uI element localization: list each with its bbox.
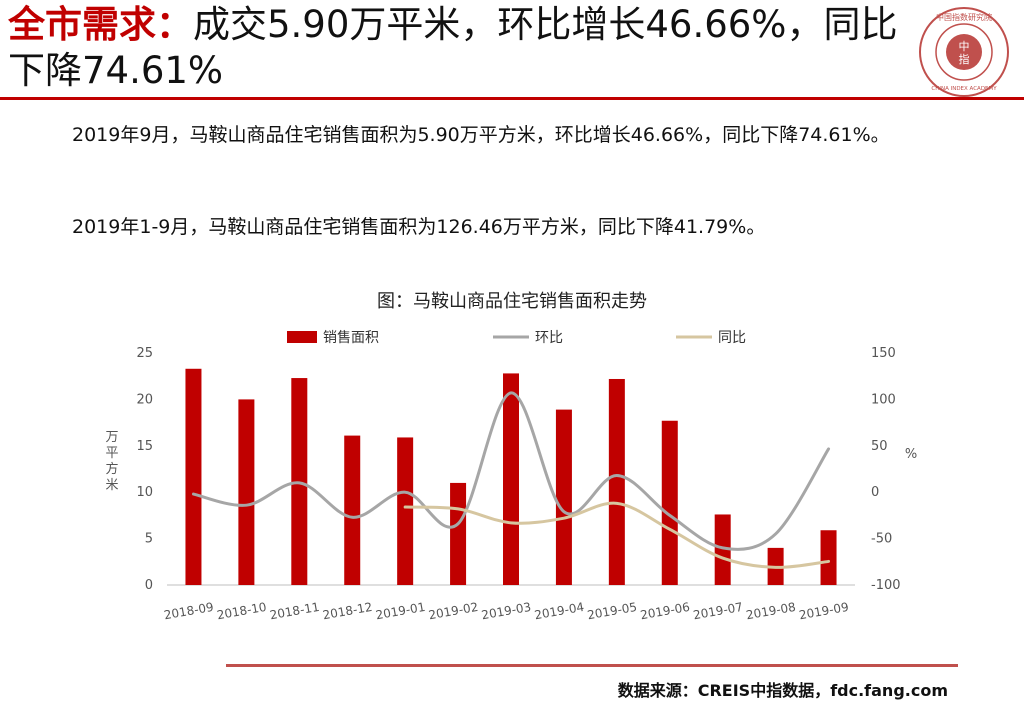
- x-tick-label: 2019-04: [533, 600, 585, 622]
- paragraph-ytd: 2019年1-9月，马鞍山商品住宅销售面积为126.46万平方米，同比下降41.…: [72, 216, 766, 238]
- x-tick-label: 2019-01: [375, 600, 427, 622]
- legend-label: 同比: [718, 330, 746, 346]
- left-tick-label: 20: [136, 392, 153, 407]
- bar: [608, 378, 625, 585]
- paragraph-monthly: 2019年9月，马鞍山商品住宅销售面积为5.90万平方米，环比增长46.66%，…: [72, 124, 890, 146]
- bar: [397, 437, 414, 585]
- left-axis-label-char: 米: [105, 478, 118, 493]
- right-tick-label: 50: [871, 439, 888, 454]
- right-tick-label: 0: [871, 485, 879, 500]
- bar: [503, 373, 519, 585]
- header-divider: [0, 97, 1024, 100]
- x-tick-label: 2019-07: [692, 600, 744, 622]
- right-tick-label: 150: [871, 346, 896, 361]
- right-axis-label: %: [905, 447, 917, 462]
- bar: [450, 482, 467, 585]
- x-tick-label: 2019-09: [798, 600, 850, 622]
- x-tick-label: 2019-02: [427, 600, 479, 622]
- logo-center-bottom: 指: [959, 52, 970, 66]
- left-axis-label-char: 方: [105, 461, 118, 477]
- line-series-mom: [191, 391, 831, 551]
- logo-text-bottom: CHINA INDEX ACADEMY: [931, 86, 997, 92]
- right-tick-label: 100: [871, 392, 896, 407]
- left-tick-label: 25: [136, 346, 153, 361]
- x-tick-label: 2018-10: [216, 600, 268, 622]
- x-tick-label: 2019-03: [480, 600, 532, 622]
- title-text: 成交5.90万平米，环比增长46.66%，同比下降74.61%: [8, 3, 898, 92]
- bar: [238, 399, 255, 585]
- chart-title: 图：马鞍山商品住宅销售面积走势: [377, 291, 647, 312]
- left-axis-label-char: 平: [105, 446, 118, 461]
- x-tick-label: 2018-09: [163, 600, 215, 622]
- bar: [661, 420, 678, 585]
- left-tick-label: 15: [136, 439, 153, 454]
- x-tick-label: 2019-06: [639, 600, 691, 622]
- footer-divider: [226, 664, 958, 667]
- legend-label: 环比: [535, 330, 563, 346]
- left-tick-label: 5: [145, 532, 153, 547]
- bar: [555, 409, 572, 585]
- bar: [714, 514, 731, 585]
- right-tick-label: -100: [871, 578, 901, 593]
- x-tick-label: 2019-05: [586, 600, 638, 622]
- title-key: 全市需求：: [8, 3, 193, 46]
- left-tick-label: 0: [145, 578, 153, 593]
- x-tick-label: 2018-12: [322, 600, 374, 622]
- left-tick-label: 10: [136, 485, 153, 500]
- line-series-yoy: [403, 501, 831, 569]
- china-index-academy-logo: 中 指 中国指数研究院 CHINA INDEX ACADEMY: [919, 7, 1009, 97]
- bar: [185, 368, 202, 585]
- legend-swatch-bar: [287, 331, 317, 343]
- bar: [344, 435, 361, 585]
- page-title: 全市需求：成交5.90万平米，环比增长46.66%，同比下降74.61%: [8, 2, 898, 94]
- right-tick-label: -50: [871, 532, 892, 547]
- legend-label: 销售面积: [323, 330, 379, 346]
- left-axis-label-char: 万: [105, 430, 118, 445]
- logo-center-top: 中: [959, 40, 970, 53]
- data-source: 数据来源：CREIS中指数据，fdc.fang.com: [617, 681, 948, 700]
- logo-text-top: 中国指数研究院: [936, 12, 992, 22]
- x-tick-label: 2018-11: [269, 600, 321, 622]
- x-tick-label: 2019-08: [745, 600, 797, 622]
- bar: [820, 530, 837, 585]
